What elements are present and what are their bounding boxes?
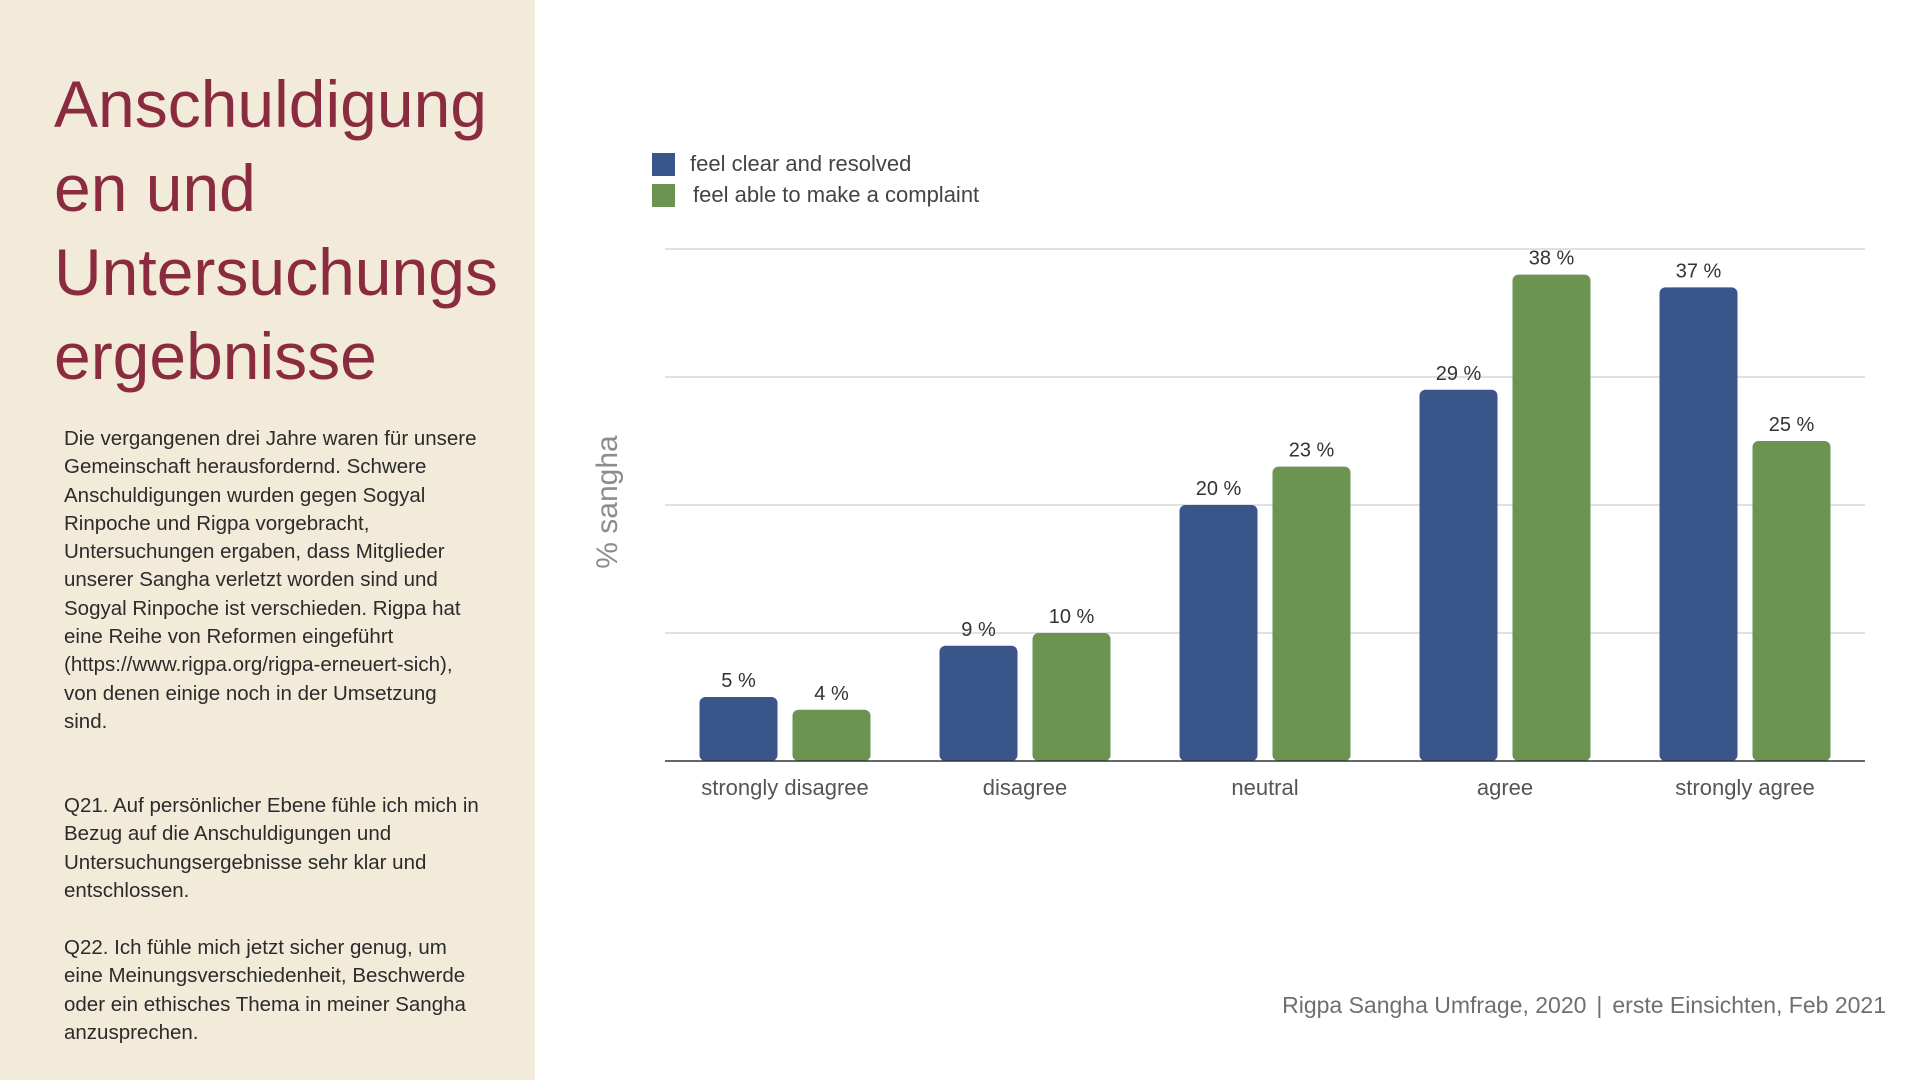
question-q21: Q21. Auf persönlicher Ebene fühle ich mi… — [64, 794, 479, 902]
question-q22: Q22. Ich fühle mich jetzt sicher genug, … — [64, 936, 466, 1044]
title-line: ergebnisse — [54, 319, 377, 393]
data-label: 10 % — [1049, 606, 1095, 628]
bar — [939, 645, 1018, 761]
data-label: 25 % — [1769, 414, 1815, 436]
data-label: 23 % — [1289, 440, 1335, 462]
bar — [1512, 274, 1591, 761]
bar — [1032, 633, 1111, 761]
bar — [1659, 287, 1738, 761]
x-tick-label: neutral — [1231, 775, 1298, 800]
page-title: Anschuldigung en und Untersuchungs ergeb… — [54, 62, 524, 398]
data-label: 38 % — [1529, 248, 1575, 270]
footer-separator: | — [1596, 992, 1603, 1018]
x-tick-label: agree — [1477, 775, 1533, 800]
intro-paragraph: Die vergangenen drei Jahre waren für uns… — [64, 427, 477, 733]
title-line: Untersuchungs — [54, 235, 498, 309]
x-tick-label: strongly disagree — [701, 775, 869, 800]
x-tick-label: strongly agree — [1675, 775, 1814, 800]
bar — [1179, 505, 1258, 761]
data-label: 29 % — [1436, 363, 1482, 385]
bar — [1752, 441, 1831, 761]
footer-date: erste Einsichten, Feb 2021 — [1612, 992, 1886, 1018]
footer-survey: Rigpa Sangha Umfrage, 2020 — [1282, 992, 1587, 1018]
bar — [1419, 389, 1498, 761]
legend-swatch-green — [652, 184, 675, 207]
bar — [792, 709, 871, 761]
x-tick-label: disagree — [983, 775, 1067, 800]
legend-label: feel able to make a complaint — [693, 182, 980, 207]
legend-label: feel clear and resolved — [690, 151, 912, 176]
left-panel: Anschuldigung en und Untersuchungs ergeb… — [0, 0, 535, 1080]
bar — [1272, 466, 1351, 761]
data-label: 4 % — [814, 683, 849, 705]
title-line: en und — [54, 151, 256, 225]
title-line: Anschuldigung — [54, 67, 487, 141]
data-label: 20 % — [1196, 478, 1242, 500]
legend-swatch-blue — [652, 153, 675, 176]
data-label: 9 % — [961, 619, 996, 641]
data-label: 5 % — [721, 670, 756, 692]
footer-source: Rigpa Sangha Umfrage, 2020 | erste Einsich… — [1282, 992, 1886, 1019]
bar — [699, 697, 778, 761]
data-label: 37 % — [1676, 260, 1722, 282]
